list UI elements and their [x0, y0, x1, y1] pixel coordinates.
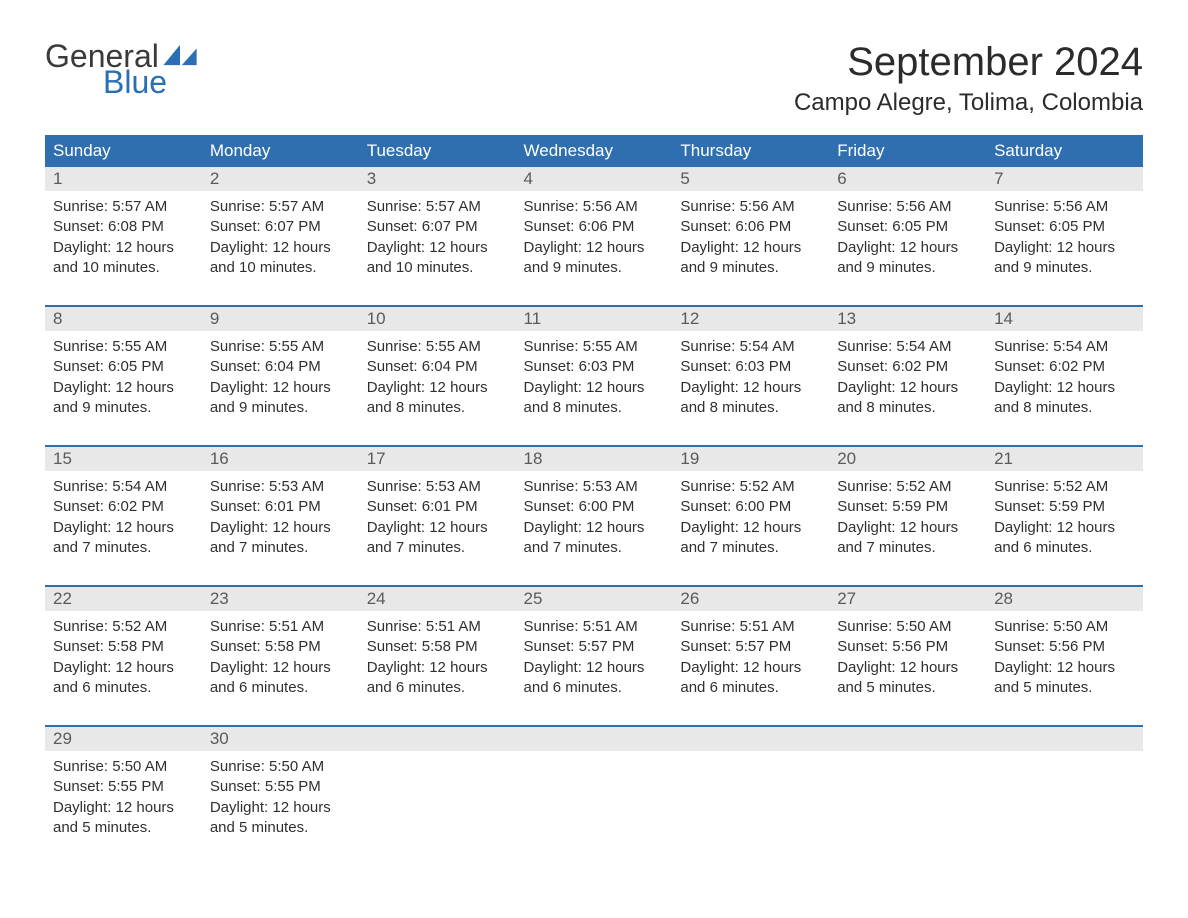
day-details-cell: Sunrise: 5:54 AMSunset: 6:02 PMDaylight:…: [829, 331, 986, 422]
day-details-cell: Sunrise: 5:52 AMSunset: 6:00 PMDaylight:…: [672, 471, 829, 562]
week-separator: [45, 282, 1143, 306]
day-number-cell: [829, 726, 986, 751]
day-details-cell: Sunrise: 5:55 AMSunset: 6:04 PMDaylight:…: [359, 331, 516, 422]
day-number-cell: 25: [516, 586, 673, 611]
day-header-cell: Monday: [202, 135, 359, 167]
day-number-cell: 5: [672, 167, 829, 191]
day-details-row: Sunrise: 5:54 AMSunset: 6:02 PMDaylight:…: [45, 471, 1143, 562]
day-details-row: Sunrise: 5:50 AMSunset: 5:55 PMDaylight:…: [45, 751, 1143, 842]
day-number-cell: 3: [359, 167, 516, 191]
day-details-cell: Sunrise: 5:51 AMSunset: 5:58 PMDaylight:…: [359, 611, 516, 702]
day-number-cell: 23: [202, 586, 359, 611]
day-details-cell: Sunrise: 5:54 AMSunset: 6:03 PMDaylight:…: [672, 331, 829, 422]
day-details-cell: Sunrise: 5:51 AMSunset: 5:57 PMDaylight:…: [672, 611, 829, 702]
day-details-cell: [986, 751, 1143, 842]
day-number-cell: 2: [202, 167, 359, 191]
day-details-cell: Sunrise: 5:54 AMSunset: 6:02 PMDaylight:…: [986, 331, 1143, 422]
logo-word-blue: Blue: [103, 66, 199, 98]
day-details-cell: Sunrise: 5:51 AMSunset: 5:58 PMDaylight:…: [202, 611, 359, 702]
day-details-cell: [516, 751, 673, 842]
day-details-cell: Sunrise: 5:56 AMSunset: 6:06 PMDaylight:…: [672, 191, 829, 282]
day-number-cell: [672, 726, 829, 751]
day-details-cell: Sunrise: 5:53 AMSunset: 6:01 PMDaylight:…: [359, 471, 516, 562]
day-number-cell: [516, 726, 673, 751]
day-details-cell: Sunrise: 5:57 AMSunset: 6:08 PMDaylight:…: [45, 191, 202, 282]
day-number-cell: 19: [672, 446, 829, 471]
day-details-cell: Sunrise: 5:50 AMSunset: 5:55 PMDaylight:…: [202, 751, 359, 842]
day-number-cell: 14: [986, 306, 1143, 331]
day-header-cell: Sunday: [45, 135, 202, 167]
day-details-cell: Sunrise: 5:50 AMSunset: 5:55 PMDaylight:…: [45, 751, 202, 842]
day-details-cell: Sunrise: 5:55 AMSunset: 6:05 PMDaylight:…: [45, 331, 202, 422]
day-number-cell: 15: [45, 446, 202, 471]
day-details-row: Sunrise: 5:52 AMSunset: 5:58 PMDaylight:…: [45, 611, 1143, 702]
day-details-row: Sunrise: 5:55 AMSunset: 6:05 PMDaylight:…: [45, 331, 1143, 422]
day-number-cell: 4: [516, 167, 673, 191]
day-number-row: 2930: [45, 726, 1143, 751]
day-details-cell: [829, 751, 986, 842]
day-details-cell: Sunrise: 5:52 AMSunset: 5:59 PMDaylight:…: [829, 471, 986, 562]
day-header-cell: Wednesday: [516, 135, 673, 167]
day-number-cell: 21: [986, 446, 1143, 471]
day-header-cell: Thursday: [672, 135, 829, 167]
title-block: September 2024 Campo Alegre, Tolima, Col…: [794, 40, 1143, 117]
day-details-cell: Sunrise: 5:53 AMSunset: 6:01 PMDaylight:…: [202, 471, 359, 562]
day-number-row: 15161718192021: [45, 446, 1143, 471]
day-number-cell: 22: [45, 586, 202, 611]
day-details-cell: Sunrise: 5:53 AMSunset: 6:00 PMDaylight:…: [516, 471, 673, 562]
day-number-row: 22232425262728: [45, 586, 1143, 611]
week-separator: [45, 562, 1143, 586]
day-number-cell: 8: [45, 306, 202, 331]
day-number-cell: 10: [359, 306, 516, 331]
day-details-cell: Sunrise: 5:56 AMSunset: 6:05 PMDaylight:…: [986, 191, 1143, 282]
day-details-cell: Sunrise: 5:55 AMSunset: 6:03 PMDaylight:…: [516, 331, 673, 422]
day-details-cell: Sunrise: 5:50 AMSunset: 5:56 PMDaylight:…: [829, 611, 986, 702]
day-details-cell: Sunrise: 5:52 AMSunset: 5:58 PMDaylight:…: [45, 611, 202, 702]
day-details-cell: Sunrise: 5:54 AMSunset: 6:02 PMDaylight:…: [45, 471, 202, 562]
day-details-cell: Sunrise: 5:57 AMSunset: 6:07 PMDaylight:…: [359, 191, 516, 282]
logo: General Blue: [45, 40, 199, 98]
day-details-cell: Sunrise: 5:52 AMSunset: 5:59 PMDaylight:…: [986, 471, 1143, 562]
day-number-cell: 17: [359, 446, 516, 471]
day-details-cell: Sunrise: 5:55 AMSunset: 6:04 PMDaylight:…: [202, 331, 359, 422]
day-header-cell: Tuesday: [359, 135, 516, 167]
day-header-row: SundayMondayTuesdayWednesdayThursdayFrid…: [45, 135, 1143, 167]
day-number-row: 891011121314: [45, 306, 1143, 331]
day-number-cell: 11: [516, 306, 673, 331]
day-details-cell: Sunrise: 5:57 AMSunset: 6:07 PMDaylight:…: [202, 191, 359, 282]
day-number-cell: 9: [202, 306, 359, 331]
day-number-cell: 26: [672, 586, 829, 611]
day-details-cell: [672, 751, 829, 842]
day-details-cell: Sunrise: 5:56 AMSunset: 6:06 PMDaylight:…: [516, 191, 673, 282]
day-number-cell: 27: [829, 586, 986, 611]
week-separator: [45, 422, 1143, 446]
day-details-cell: Sunrise: 5:51 AMSunset: 5:57 PMDaylight:…: [516, 611, 673, 702]
day-number-cell: 12: [672, 306, 829, 331]
day-number-row: 1234567: [45, 167, 1143, 191]
day-details-row: Sunrise: 5:57 AMSunset: 6:08 PMDaylight:…: [45, 191, 1143, 282]
day-details-cell: [359, 751, 516, 842]
location: Campo Alegre, Tolima, Colombia: [794, 89, 1143, 117]
day-number-cell: 30: [202, 726, 359, 751]
day-number-cell: 29: [45, 726, 202, 751]
calendar-table: SundayMondayTuesdayWednesdayThursdayFrid…: [45, 135, 1143, 842]
day-number-cell: 6: [829, 167, 986, 191]
day-number-cell: 7: [986, 167, 1143, 191]
day-number-cell: 16: [202, 446, 359, 471]
day-number-cell: 24: [359, 586, 516, 611]
day-details-cell: Sunrise: 5:50 AMSunset: 5:56 PMDaylight:…: [986, 611, 1143, 702]
day-number-cell: 1: [45, 167, 202, 191]
day-number-cell: 20: [829, 446, 986, 471]
day-number-cell: 18: [516, 446, 673, 471]
day-header-cell: Saturday: [986, 135, 1143, 167]
day-details-cell: Sunrise: 5:56 AMSunset: 6:05 PMDaylight:…: [829, 191, 986, 282]
day-number-cell: 13: [829, 306, 986, 331]
day-number-cell: [986, 726, 1143, 751]
day-number-cell: 28: [986, 586, 1143, 611]
week-separator: [45, 702, 1143, 726]
month-title: September 2024: [794, 40, 1143, 85]
header: General Blue September 2024 Campo Alegre…: [45, 40, 1143, 117]
day-header-cell: Friday: [829, 135, 986, 167]
day-number-cell: [359, 726, 516, 751]
